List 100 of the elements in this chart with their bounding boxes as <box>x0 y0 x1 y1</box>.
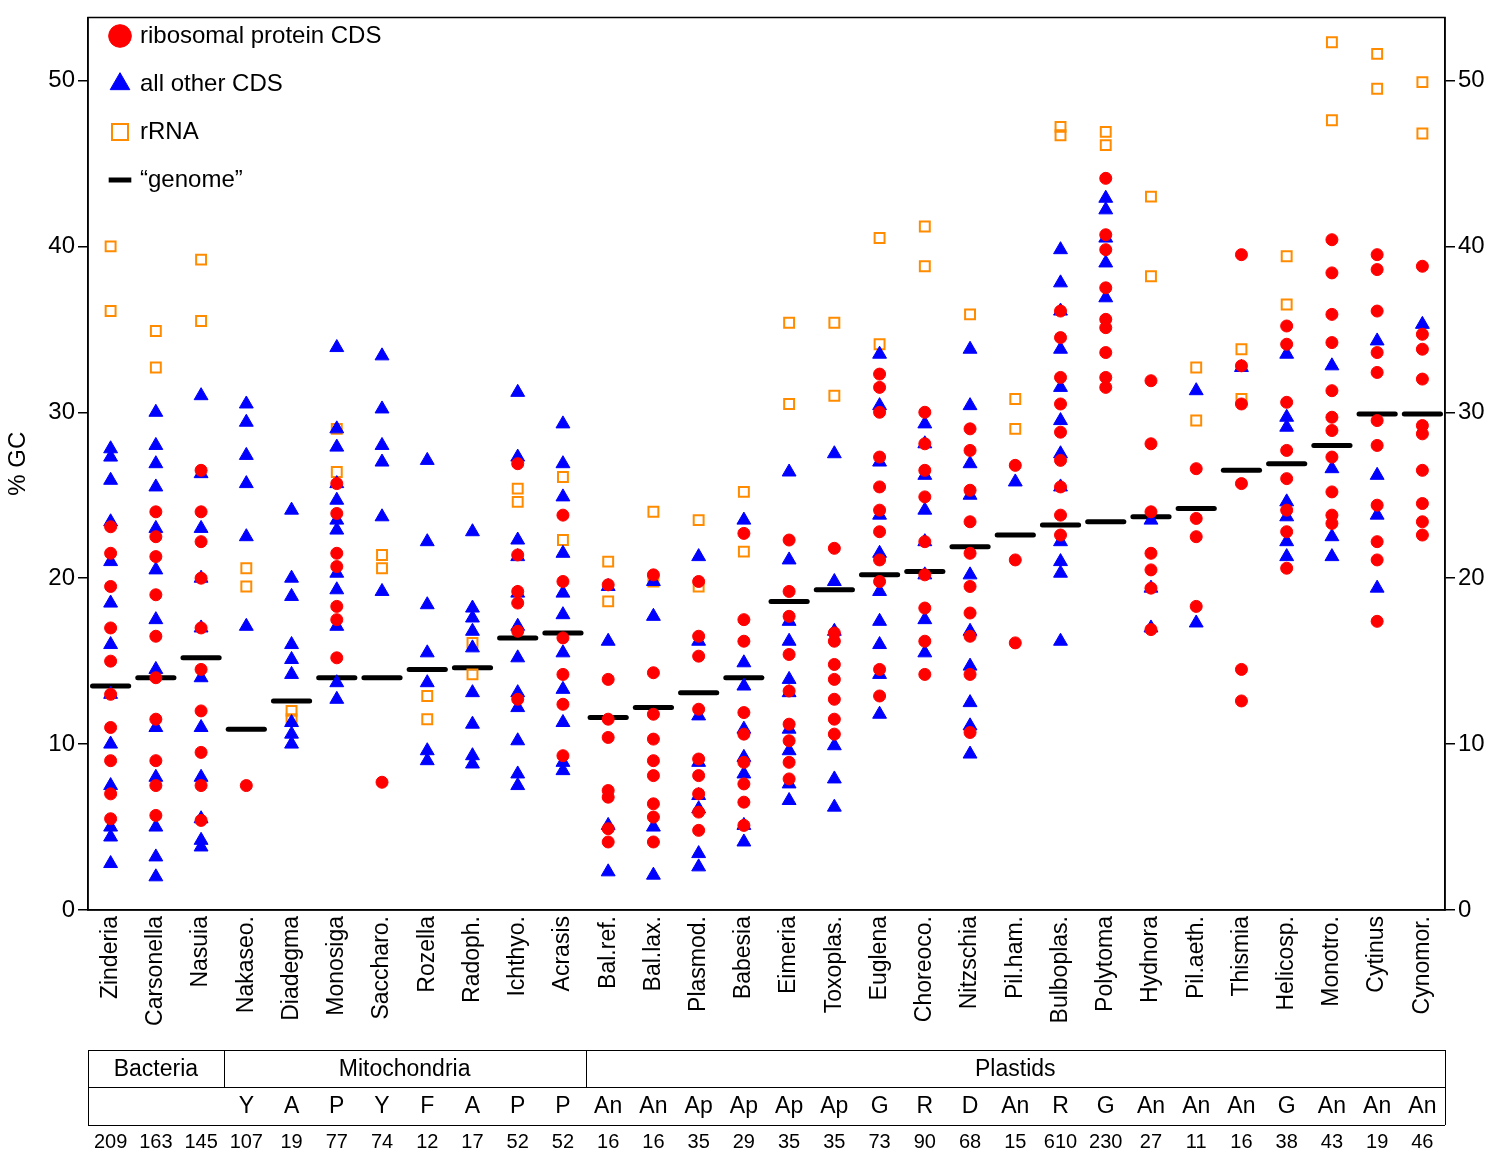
text: An <box>1182 1092 1211 1119</box>
text: 77 <box>325 1130 348 1153</box>
y2-tick-label: 20 <box>1458 562 1485 590</box>
text: 16 <box>642 1130 665 1153</box>
x-tick-label: Bal.ref. <box>593 916 620 989</box>
x-tick-label: Toxoplas. <box>819 916 846 1014</box>
text: 52 <box>506 1130 529 1153</box>
text: Mitochondria <box>338 1055 471 1082</box>
text: P <box>329 1092 345 1119</box>
x-tick-label: Ichthyo. <box>503 916 530 997</box>
text: 73 <box>868 1130 891 1153</box>
text: 11 <box>1185 1130 1207 1153</box>
x-tick-label: Helicosp. <box>1272 916 1299 1011</box>
text: An <box>1227 1092 1256 1119</box>
x-tick-label: Eimeria <box>774 915 801 994</box>
y2-tick-label: 50 <box>1458 65 1485 93</box>
text: A <box>464 1092 481 1119</box>
text: Y <box>374 1092 390 1119</box>
x-tick-label: Babesia <box>729 915 756 1000</box>
text: 15 <box>1004 1130 1027 1153</box>
text: 610 <box>1043 1130 1078 1153</box>
legend-label: rRNA <box>140 116 199 144</box>
text: 43 <box>1320 1130 1344 1153</box>
text: 17 <box>461 1130 484 1153</box>
y-tick-label: 20 <box>48 562 75 590</box>
x-tick-label: Bal.lax. <box>638 916 665 992</box>
text: 145 <box>184 1130 218 1153</box>
legend-label: all other CDS <box>140 68 283 96</box>
y2-tick-label: 30 <box>1458 396 1485 424</box>
text: Ap <box>775 1092 804 1119</box>
text: 19 <box>280 1130 303 1153</box>
x-tick-label: Nasuia <box>186 915 213 988</box>
text: 163 <box>139 1130 173 1153</box>
x-tick-label: Diadegma <box>276 915 303 1021</box>
text: G <box>1096 1092 1115 1119</box>
text: An <box>1136 1092 1166 1119</box>
x-tick-label: Pil.aeth. <box>1181 916 1208 1000</box>
x-tick-label: Saccharo. <box>367 916 394 1020</box>
text: An <box>1317 1092 1346 1119</box>
text: D <box>961 1092 979 1119</box>
x-tick-label: Choreoco. <box>910 916 937 1023</box>
text: An <box>594 1092 623 1119</box>
x-tick-label: Zinderia <box>95 915 122 1000</box>
text: 74 <box>370 1130 394 1153</box>
x-tick-label: Plasmod. <box>683 916 710 1012</box>
text: P <box>555 1092 571 1119</box>
x-tick-label: Nitzschia <box>955 915 982 1010</box>
text: 107 <box>229 1130 263 1153</box>
text: G <box>1277 1092 1296 1119</box>
x-tick-label: Hydnora <box>1136 915 1163 1003</box>
text: 46 <box>1411 1130 1434 1153</box>
text: 38 <box>1275 1130 1298 1153</box>
text: G <box>870 1092 889 1119</box>
text: An <box>1408 1092 1437 1119</box>
y2-tick-label: 40 <box>1458 230 1485 258</box>
y-tick-label: 10 <box>48 728 75 756</box>
text: An <box>1363 1092 1392 1119</box>
x-tick-label: Thismia <box>1226 915 1253 997</box>
text: 12 <box>416 1130 439 1153</box>
x-tick-label: Nakaseo. <box>231 916 258 1014</box>
text: A <box>283 1092 300 1119</box>
y-tick-label: 0 <box>61 894 75 922</box>
y-tick-label: 40 <box>48 230 75 258</box>
text: Y <box>238 1092 254 1119</box>
x-tick-label: Bulboplas. <box>1045 916 1072 1024</box>
text: P <box>510 1092 526 1119</box>
text: 35 <box>823 1130 846 1153</box>
text: R <box>1052 1092 1069 1119</box>
text: 52 <box>551 1130 575 1153</box>
text: 16 <box>1230 1130 1253 1153</box>
y-tick-label: 50 <box>48 65 75 93</box>
x-tick-label: Cynomor. <box>1407 916 1434 1015</box>
x-tick-label: Pil.ham. <box>1000 916 1027 1000</box>
y-axis-title: % GC <box>3 431 31 496</box>
text: F <box>420 1092 435 1119</box>
x-tick-label: Monosiga <box>322 915 349 1016</box>
x-tick-label: Polytoma <box>1091 915 1118 1012</box>
x-tick-label: Euglena <box>864 915 891 1001</box>
text: Plastids <box>975 1055 1056 1082</box>
text: 68 <box>958 1130 982 1153</box>
text: 209 <box>93 1130 128 1153</box>
text: Bacteria <box>113 1055 199 1082</box>
y2-tick-label: 10 <box>1458 728 1485 756</box>
legend-label: ribosomal protein CDS <box>140 20 382 48</box>
x-tick-label: Rozella <box>412 915 439 993</box>
text: 16 <box>597 1130 620 1153</box>
legend-label: “genome” <box>140 164 243 192</box>
text: An <box>1001 1092 1030 1119</box>
text: 90 <box>913 1130 936 1153</box>
x-tick-label: Carsonella <box>141 915 168 1026</box>
text: 19 <box>1366 1130 1389 1153</box>
x-tick-label: Monotro. <box>1317 916 1344 1007</box>
text: R <box>916 1092 934 1119</box>
text: Ap <box>684 1092 713 1119</box>
x-tick-label: Radoph. <box>457 916 484 1003</box>
text: 27 <box>1139 1130 1163 1153</box>
text: Ap <box>729 1092 758 1119</box>
y-tick-label: 30 <box>48 396 75 424</box>
text: 35 <box>777 1130 801 1153</box>
x-tick-label: Acrasis <box>548 916 575 992</box>
